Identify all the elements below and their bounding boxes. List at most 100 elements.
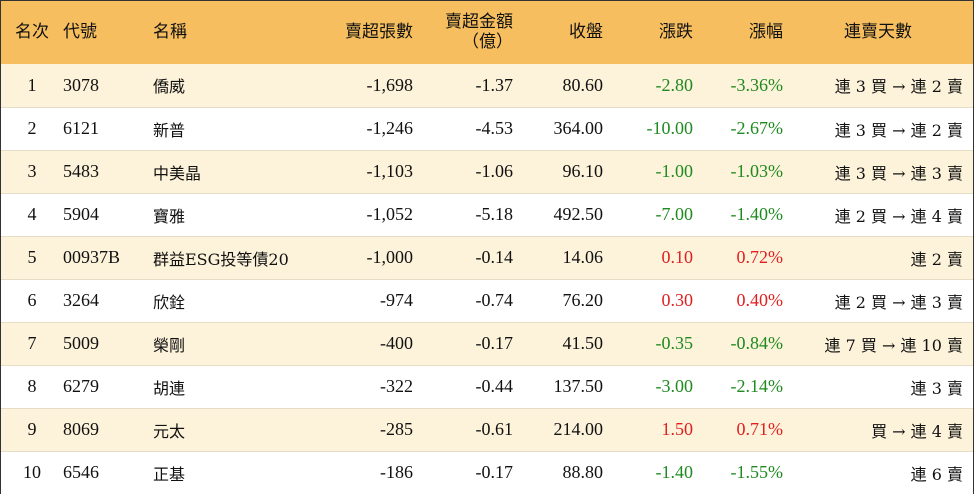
cell-name[interactable]: 胡連 bbox=[143, 364, 308, 408]
cell-name[interactable]: 新普 bbox=[143, 106, 308, 150]
cell-net-sell-amount: -1.37 bbox=[475, 74, 514, 95]
cell-rank: 8 bbox=[1, 364, 63, 408]
cell-net-sell-amount: -0.61 bbox=[413, 407, 513, 451]
cell-net-sell-lots: -1,103 bbox=[308, 149, 413, 193]
table-body: 1 3078 僑威 -1,698 -1.37 80.60 -2.80 -3.36… bbox=[1, 64, 973, 494]
cell-streak: 買 → 連 4 賣 bbox=[783, 407, 973, 451]
cell-name[interactable]: 榮剛 bbox=[143, 321, 308, 365]
cell-net-sell-lots: -1,246 bbox=[308, 106, 413, 150]
cell-name[interactable]: 元太 bbox=[143, 407, 308, 451]
cell-close: 14.06 bbox=[513, 235, 603, 279]
cell-code: 6546 bbox=[63, 450, 143, 494]
cell-net-sell-lots: -974 bbox=[308, 278, 413, 322]
cell-code: 00937B bbox=[63, 235, 143, 279]
cell-net-sell-amount: -4.53 bbox=[413, 106, 513, 150]
cell-net-sell-lots: -1,000 bbox=[308, 235, 413, 279]
header-change-pct: 漲幅 bbox=[749, 21, 783, 42]
cell-rank: 9 bbox=[1, 407, 63, 451]
cell-change: -3.00 bbox=[603, 364, 693, 408]
cell-name[interactable]: 正基 bbox=[143, 450, 308, 494]
cell-close: 76.20 bbox=[513, 278, 603, 322]
cell-net-sell-lots: -1,698 bbox=[366, 74, 414, 95]
table-row: 6 3264 欣銓 -974 -0.74 76.20 0.30 0.40% 連 … bbox=[1, 278, 973, 322]
cell-close: 96.10 bbox=[513, 149, 603, 193]
cell-net-sell-lots: -1,052 bbox=[308, 192, 413, 236]
cell-net-sell-amount: -0.14 bbox=[413, 235, 513, 279]
cell-change-pct: -0.84% bbox=[693, 321, 783, 365]
cell-change: -10.00 bbox=[603, 106, 693, 150]
header-row: 名次 代號 名稱 賣超張數 賣超金額 （億） 收盤 漲跌 漲幅 連賣天數 bbox=[1, 1, 973, 64]
cell-code: 6279 bbox=[63, 364, 143, 408]
cell-change-pct: -1.40% bbox=[693, 192, 783, 236]
header-code: 代號 bbox=[63, 21, 97, 42]
cell-change-pct: -2.67% bbox=[693, 106, 783, 150]
cell-change-pct: 0.71% bbox=[693, 407, 783, 451]
table-row: 3 5483 中美晶 -1,103 -1.06 96.10 -1.00 -1.0… bbox=[1, 149, 973, 193]
cell-net-sell-lots: -400 bbox=[308, 321, 413, 365]
cell-name[interactable]: 僑威 bbox=[153, 77, 186, 97]
cell-close: 88.80 bbox=[513, 450, 603, 494]
cell-net-sell-amount: -1.06 bbox=[413, 149, 513, 193]
cell-change: -0.35 bbox=[603, 321, 693, 365]
cell-net-sell-lots: -285 bbox=[308, 407, 413, 451]
cell-streak: 連 2 買 → 連 4 賣 bbox=[783, 192, 973, 236]
cell-code: 5483 bbox=[63, 149, 143, 193]
cell-name[interactable]: 寶雅 bbox=[143, 192, 308, 236]
cell-streak: 連 7 買 → 連 10 賣 bbox=[783, 321, 973, 365]
header-net-sell-amount: 賣超金額 （億） bbox=[413, 1, 513, 64]
cell-code: 3264 bbox=[63, 278, 143, 322]
header-name: 名稱 bbox=[153, 21, 187, 42]
cell-name[interactable]: 中美晶 bbox=[143, 149, 308, 193]
cell-close: 492.50 bbox=[513, 192, 603, 236]
cell-net-sell-lots: -322 bbox=[308, 364, 413, 408]
cell-name[interactable]: 欣銓 bbox=[143, 278, 308, 322]
cell-change-pct: -1.55% bbox=[693, 450, 783, 494]
cell-change-pct: -3.36% bbox=[730, 74, 784, 95]
cell-close: 137.50 bbox=[513, 364, 603, 408]
cell-net-sell-amount: -5.18 bbox=[413, 192, 513, 236]
cell-rank: 3 bbox=[1, 149, 63, 193]
table-row: 10 6546 正基 -186 -0.17 88.80 -1.40 -1.55%… bbox=[1, 450, 973, 494]
cell-close: 364.00 bbox=[513, 106, 603, 150]
cell-change: -2.80 bbox=[655, 74, 694, 95]
header-net-sell-amount-line1: 賣超金額 bbox=[445, 11, 513, 32]
cell-code: 6121 bbox=[63, 106, 143, 150]
table-row: 4 5904 寶雅 -1,052 -5.18 492.50 -7.00 -1.4… bbox=[1, 192, 973, 236]
cell-net-sell-amount: -0.74 bbox=[413, 278, 513, 322]
cell-net-sell-amount: -0.17 bbox=[413, 450, 513, 494]
table-row: 9 8069 元太 -285 -0.61 214.00 1.50 0.71% 買… bbox=[1, 407, 973, 451]
cell-change-pct: -2.14% bbox=[693, 364, 783, 408]
cell-change: 0.30 bbox=[603, 278, 693, 322]
cell-change: 0.10 bbox=[603, 235, 693, 279]
cell-streak: 連 3 買 → 連 2 賣 bbox=[834, 77, 963, 97]
cell-code: 5904 bbox=[63, 192, 143, 236]
table-row: 1 3078 僑威 -1,698 -1.37 80.60 -2.80 -3.36… bbox=[1, 64, 973, 107]
cell-code: 3078 bbox=[63, 74, 99, 95]
header-streak: 連賣天數 bbox=[844, 21, 912, 42]
cell-streak: 連 3 賣 bbox=[783, 364, 973, 408]
cell-rank: 2 bbox=[1, 106, 63, 150]
cell-code: 8069 bbox=[63, 407, 143, 451]
cell-rank: 5 bbox=[1, 235, 63, 279]
cell-change-pct: 0.40% bbox=[693, 278, 783, 322]
cell-close: 214.00 bbox=[513, 407, 603, 451]
cell-change: -1.40 bbox=[603, 450, 693, 494]
cell-close: 80.60 bbox=[562, 74, 604, 95]
table-header: 名次 代號 名稱 賣超張數 賣超金額 （億） 收盤 漲跌 漲幅 連賣天數 bbox=[1, 1, 973, 64]
cell-streak: 連 3 買 → 連 2 賣 bbox=[783, 106, 973, 150]
table-row: 2 6121 新普 -1,246 -4.53 364.00 -10.00 -2.… bbox=[1, 106, 973, 150]
cell-name[interactable]: 群益ESG投等債20 bbox=[143, 235, 308, 279]
cell-change: -1.00 bbox=[603, 149, 693, 193]
header-net-sell-lots: 賣超張數 bbox=[345, 21, 413, 42]
cell-change-pct: -1.03% bbox=[693, 149, 783, 193]
cell-close: 41.50 bbox=[513, 321, 603, 365]
cell-rank: 4 bbox=[1, 192, 63, 236]
cell-streak: 連 2 賣 bbox=[783, 235, 973, 279]
cell-change-pct: 0.72% bbox=[693, 235, 783, 279]
cell-net-sell-amount: -0.17 bbox=[413, 321, 513, 365]
cell-rank: 7 bbox=[1, 321, 63, 365]
cell-change: 1.50 bbox=[603, 407, 693, 451]
header-rank: 名次 bbox=[15, 21, 49, 42]
